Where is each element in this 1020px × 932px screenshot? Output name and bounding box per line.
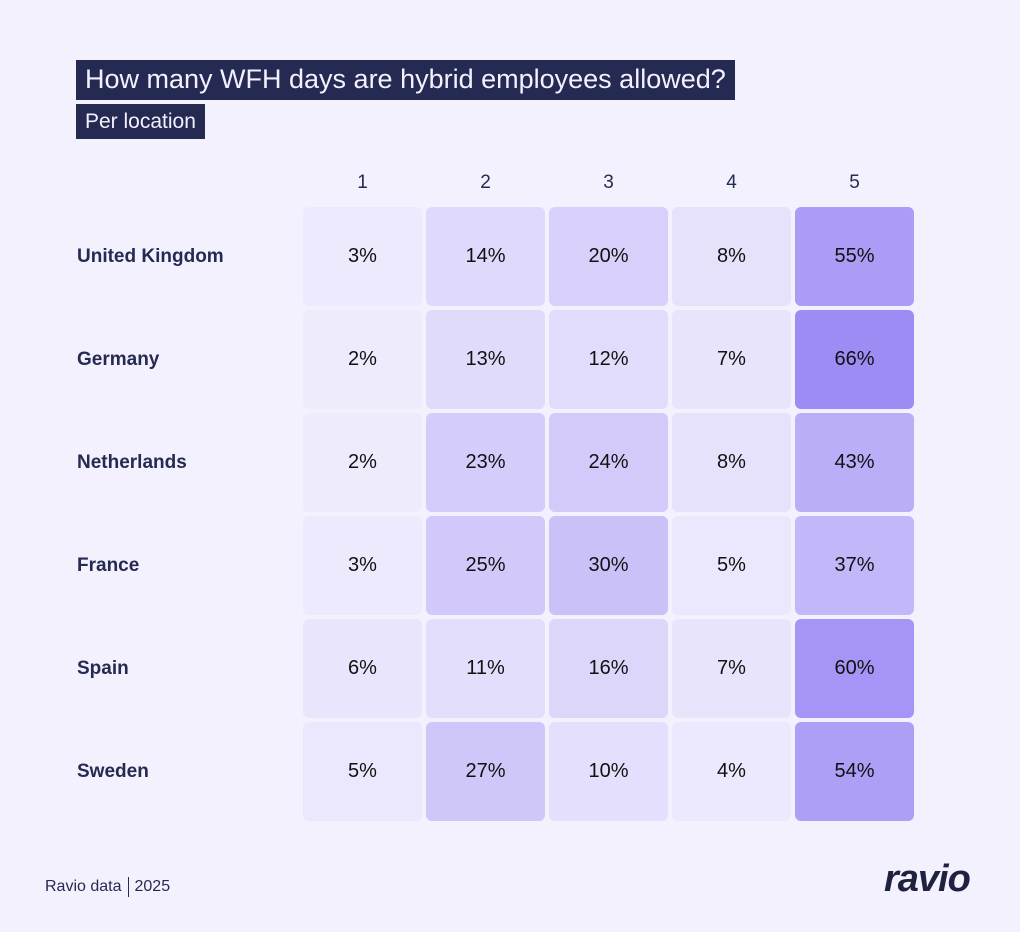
heatmap-cell: 12% bbox=[549, 310, 668, 409]
heatmap-cell: 43% bbox=[795, 413, 914, 512]
column-header-2: 2 bbox=[480, 172, 491, 193]
row-label: United Kingdom bbox=[77, 246, 224, 267]
heatmap-cell: 30% bbox=[549, 516, 668, 615]
heatmap-cell: 55% bbox=[795, 207, 914, 306]
row-label: Sweden bbox=[77, 761, 149, 782]
chart-title: How many WFH days are hybrid employees a… bbox=[76, 60, 735, 100]
chart-subtitle: Per location bbox=[76, 104, 205, 139]
column-header-3: 3 bbox=[603, 172, 614, 193]
heatmap-cell: 3% bbox=[303, 516, 422, 615]
heatmap-cell: 66% bbox=[795, 310, 914, 409]
column-header-4: 4 bbox=[726, 172, 737, 193]
heatmap-cell: 13% bbox=[426, 310, 545, 409]
heatmap-cell: 54% bbox=[795, 722, 914, 821]
heatmap-cell: 8% bbox=[672, 207, 791, 306]
row-label: France bbox=[77, 555, 140, 576]
heatmap-cell: 20% bbox=[549, 207, 668, 306]
row-label: Germany bbox=[77, 349, 160, 370]
heatmap-cell: 27% bbox=[426, 722, 545, 821]
heatmap-cell: 5% bbox=[672, 516, 791, 615]
heatmap-cell: 25% bbox=[426, 516, 545, 615]
row-label: Netherlands bbox=[77, 452, 187, 473]
ravio-logo: ravio bbox=[884, 858, 971, 900]
heatmap-cell: 24% bbox=[549, 413, 668, 512]
heatmap-cell: 23% bbox=[426, 413, 545, 512]
heatmap-cell: 2% bbox=[303, 413, 422, 512]
heatmap-cell: 4% bbox=[672, 722, 791, 821]
heatmap-cell: 8% bbox=[672, 413, 791, 512]
heatmap-cell: 11% bbox=[426, 619, 545, 718]
heatmap-cell: 16% bbox=[549, 619, 668, 718]
source-label: Ravio data bbox=[45, 878, 122, 896]
heatmap-cell: 3% bbox=[303, 207, 422, 306]
source-year: 2025 bbox=[134, 878, 171, 896]
heatmap-cell: 6% bbox=[303, 619, 422, 718]
footer-divider bbox=[127, 877, 129, 897]
column-header-5: 5 bbox=[849, 172, 860, 193]
heatmap-cell: 2% bbox=[303, 310, 422, 409]
heatmap-cell: 10% bbox=[549, 722, 668, 821]
heatmap-cell: 14% bbox=[426, 207, 545, 306]
heatmap-cell: 7% bbox=[672, 310, 791, 409]
row-label: Spain bbox=[77, 658, 129, 679]
heatmap-cell: 37% bbox=[795, 516, 914, 615]
heatmap-cell: 7% bbox=[672, 619, 791, 718]
footer-source: Ravio data 2025 bbox=[45, 877, 170, 897]
heatmap-cell: 5% bbox=[303, 722, 422, 821]
heatmap-cell: 60% bbox=[795, 619, 914, 718]
column-header-1: 1 bbox=[357, 172, 368, 193]
